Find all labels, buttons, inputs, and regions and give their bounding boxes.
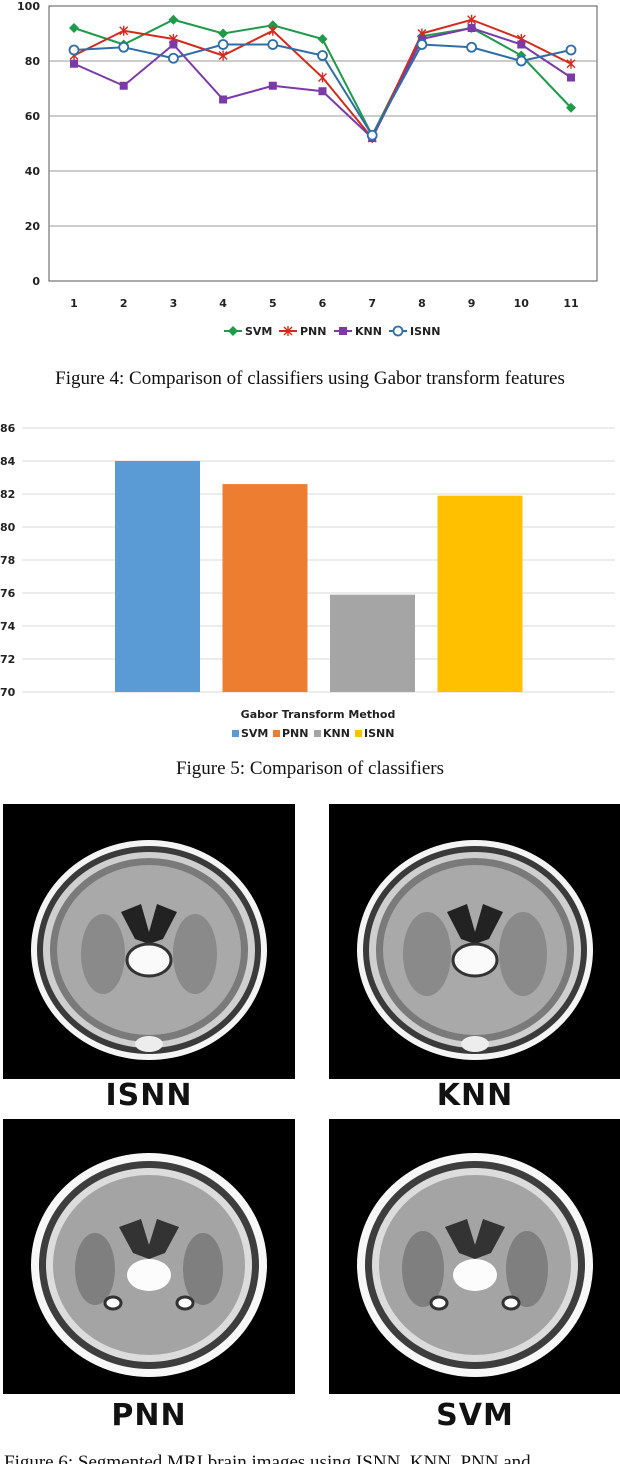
bar-legend-swatch-pnn: [273, 730, 280, 737]
data-point-svm: [218, 28, 229, 39]
legend-entry-pnn: PNN: [300, 325, 326, 338]
bar-chart-y-tick-label: 80: [0, 521, 16, 534]
data-point-pnn: [268, 25, 278, 36]
data-point-isnn: [466, 41, 478, 53]
panel-label-svm: SVM: [436, 1398, 514, 1433]
segmented-image-svm: [329, 1119, 620, 1394]
data-point-svm: [168, 14, 179, 25]
bar-chart-y-tick-label: 70: [0, 686, 16, 699]
line-chart-y-tick-label: 60: [25, 110, 41, 123]
panel-label-pnn: PNN: [111, 1398, 187, 1433]
bar-chart-xlabel: Gabor Transform Method: [241, 708, 396, 721]
data-point-isnn: [167, 52, 179, 64]
legend-marker-svm: [228, 326, 238, 336]
bar-chart-y-tick-label: 84: [0, 455, 16, 468]
data-point-pnn: [318, 72, 327, 83]
data-point-isnn: [118, 41, 130, 53]
legend-entry-isnn: ISNN: [410, 325, 440, 338]
data-point-isnn: [217, 39, 229, 50]
brain-image-isnn: [31, 840, 267, 1060]
data-point-isnn: [267, 39, 279, 50]
data-point-svm: [566, 102, 576, 113]
figure-6-caption: Figure 6: Segmented MRI brain images usi…: [4, 1452, 531, 1464]
line-chart-x-tick-label: 8: [418, 297, 426, 310]
line-chart-y-tick-label: 80: [25, 55, 41, 68]
brain-image-svm: [357, 1153, 593, 1377]
figure-4-caption: Figure 4: Comparison of classifiers usin…: [55, 368, 565, 389]
bar-legend-entry-isnn: ISNN: [364, 727, 394, 740]
brain-image-pnn: [31, 1153, 267, 1377]
line-chart-y-tick-label: 0: [32, 275, 40, 288]
line-chart-x-tick-label: 10: [514, 297, 530, 310]
legend-entry-knn: KNN: [355, 325, 382, 338]
line-chart-plot-area: [48, 5, 598, 282]
brain-image-knn: [357, 840, 593, 1060]
bar-chart-y-tick-label: 76: [0, 587, 16, 600]
line-chart-y-tick-label: 100: [17, 0, 40, 13]
segmented-image-knn: [329, 804, 620, 1079]
bar-chart-y-tick-label: 78: [0, 554, 15, 567]
line-chart-x-tick-label: 1: [70, 297, 78, 310]
bar-legend-entry-svm: SVM: [241, 727, 268, 740]
data-point-knn: [268, 81, 277, 90]
bar-legend-swatch-svm: [232, 730, 239, 737]
data-point-pnn: [218, 50, 228, 61]
panel-label-isnn: ISNN: [105, 1078, 193, 1113]
data-point-isnn: [416, 39, 428, 50]
data-point-pnn: [119, 25, 129, 36]
legend-marker-knn: [339, 327, 347, 335]
bar-chart-y-tick-label: 82: [0, 488, 15, 501]
data-point-knn: [119, 81, 128, 90]
bar-pnn: [222, 484, 308, 692]
line-chart-x-tick-label: 4: [219, 297, 227, 310]
legend-marker-pnn: [283, 326, 293, 336]
legend-entry-svm: SVM: [245, 325, 272, 338]
bar-knn: [330, 594, 415, 692]
bar-chart-y-tick-label: 86: [0, 422, 16, 435]
panel-label-knn: KNN: [436, 1078, 514, 1113]
line-chart-x-tick-label: 11: [563, 297, 578, 310]
bar-chart-y-tick-label: 72: [0, 653, 15, 666]
bar-chart-y-tick-label: 74: [0, 620, 16, 633]
line-chart-x-tick-label: 7: [368, 297, 376, 310]
bar-legend-swatch-isnn: [355, 730, 362, 737]
line-chart-x-tick-label: 6: [319, 297, 327, 310]
data-point-knn: [318, 87, 327, 96]
data-point-knn: [517, 40, 526, 49]
bar-chart: 70 72 74 76 78 80 82 84 86 Gabor Transform Metho…: [0, 422, 615, 740]
data-point-knn: [417, 35, 426, 43]
data-point-svm: [69, 23, 79, 33]
data-point-knn: [70, 59, 78, 68]
bar-svm: [115, 461, 200, 692]
bar-legend-entry-knn: KNN: [323, 727, 350, 740]
figure-5-caption: Figure 5: Comparison of classifiers: [175, 758, 445, 779]
data-point-svm: [317, 34, 328, 44]
line-chart-x-tick-label: 9: [468, 297, 476, 310]
data-point-knn: [467, 24, 476, 32]
data-point-isnn: [317, 50, 328, 61]
segmented-image-isnn: [3, 804, 295, 1079]
data-point-knn: [567, 73, 575, 82]
data-point-isnn: [565, 44, 577, 56]
line-chart-y-tick-label: 40: [25, 165, 41, 178]
line-chart-x-tick-label: 5: [269, 297, 277, 310]
bar-legend-entry-pnn: PNN: [282, 727, 308, 740]
data-point-isnn: [68, 44, 80, 56]
segmented-image-pnn: [3, 1119, 295, 1394]
line-chart: 0 20 40 60 80 100 1 2 3 4 5 6 7 8 9 10 11 SVM PNN KNN ISNN: [17, 0, 598, 338]
line-chart-x-tick-label: 2: [120, 297, 128, 310]
line-chart-x-tick-label: 3: [170, 297, 178, 310]
data-point-isnn: [366, 129, 378, 141]
data-point-knn: [169, 40, 178, 49]
data-point-pnn: [467, 14, 477, 25]
legend-marker-isnn: [392, 325, 404, 337]
bar-legend-swatch-knn: [314, 730, 321, 737]
bar-isnn: [437, 495, 523, 692]
data-point-knn: [219, 95, 228, 104]
data-point-isnn: [515, 55, 527, 67]
data-point-pnn: [566, 58, 576, 69]
line-chart-y-tick-label: 20: [25, 220, 41, 233]
